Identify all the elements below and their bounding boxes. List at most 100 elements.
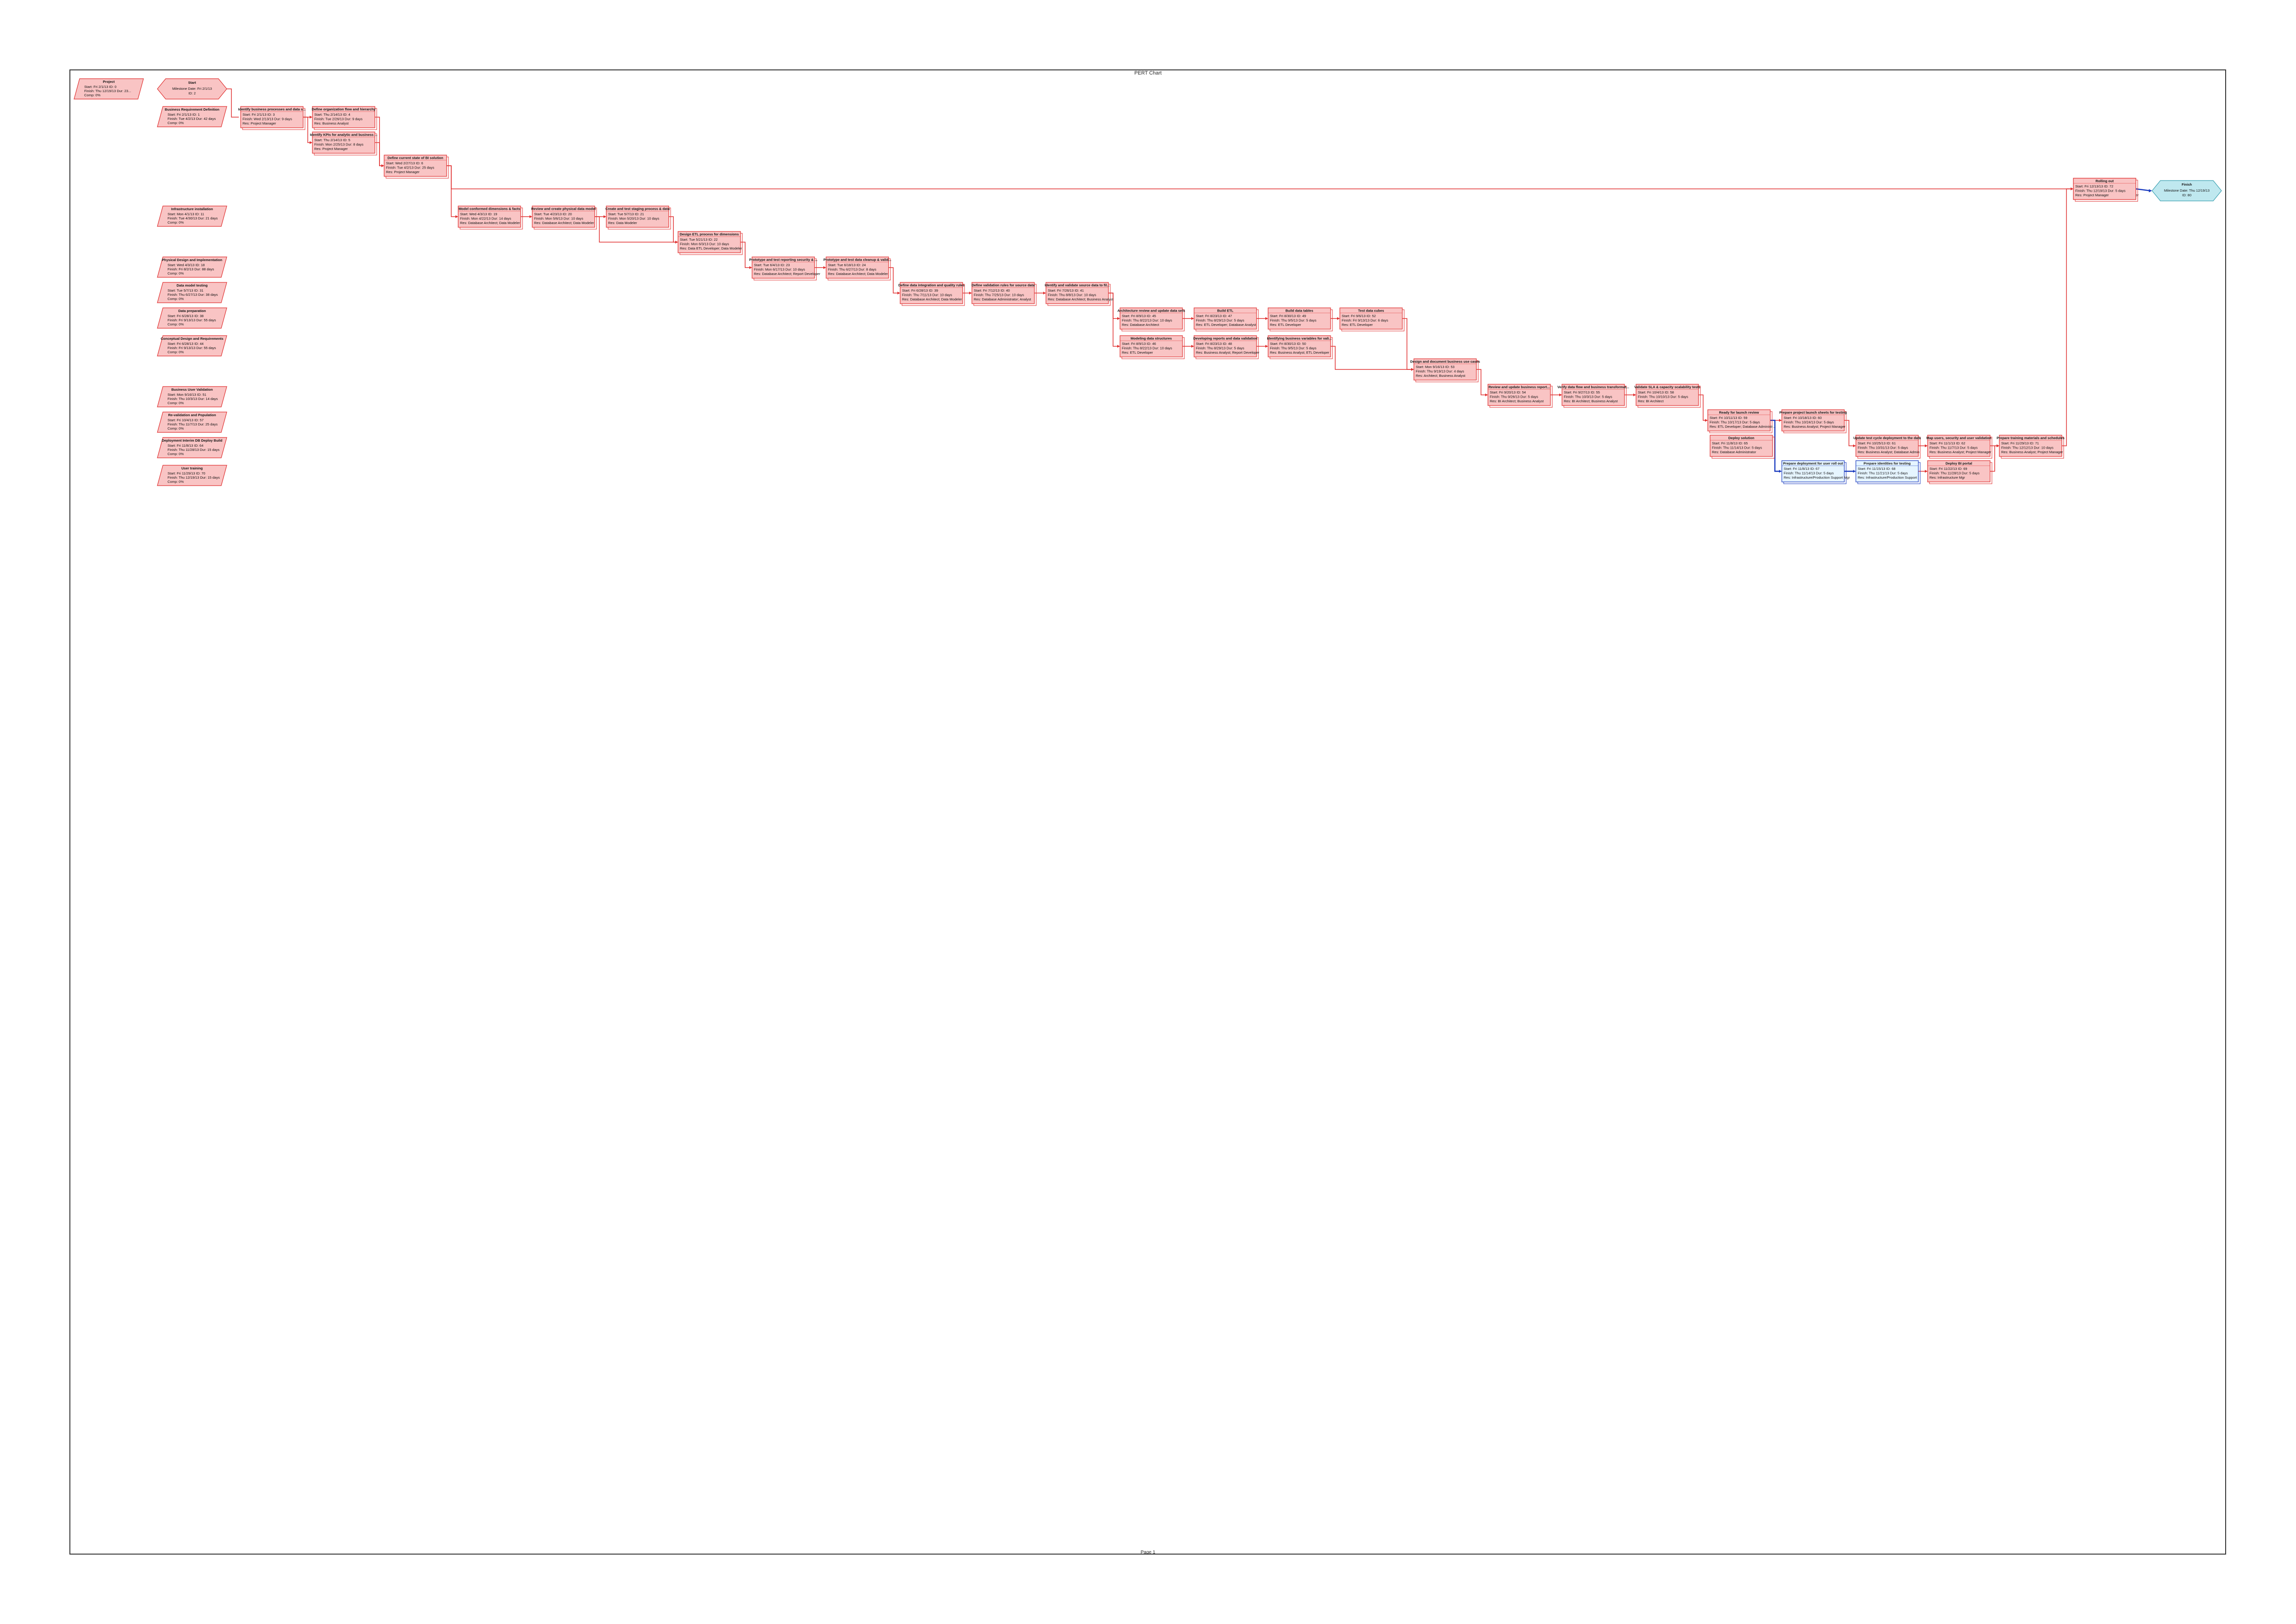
summary-task-detail: Comp: 0% xyxy=(168,480,184,484)
summary-task[interactable]: Conceptual Design and RequirementsStart:… xyxy=(157,335,227,356)
task-node[interactable]: Developing reports and data validationSt… xyxy=(1193,335,1260,359)
summary-task-title: Business Requirement Definition xyxy=(165,107,219,112)
task-node-box xyxy=(1855,460,1919,482)
task-detail: Finish: Thu 8/22/13 Dur: 10 days xyxy=(1122,319,1172,323)
task-node[interactable]: Prepare deployment for user roll outStar… xyxy=(1781,460,1850,484)
task-detail: Start: Fri 10/25/13 ID: 61 xyxy=(1858,441,1896,445)
task-node[interactable]: Verify data flow and business transforma… xyxy=(1557,384,1629,408)
link-arrowhead xyxy=(749,266,752,269)
task-detail: Res: BI Architect; Business Analyst xyxy=(1490,399,1544,403)
task-node[interactable]: Prototype and test reporting security & … xyxy=(749,256,821,281)
summary-task[interactable]: Deployment Interim DB Deploy BuildStart:… xyxy=(157,437,227,458)
task-detail: Finish: Thu 11/28/13 Dur: 5 days xyxy=(1929,471,1979,475)
task-node[interactable]: Review and update business report...Star… xyxy=(1487,384,1553,408)
task-node-box xyxy=(1120,335,1183,357)
task-detail: Finish: Thu 9/19/13 Dur: 4 days xyxy=(1416,369,1464,374)
task-detail: Start: Fri 9/6/13 ID: 52 xyxy=(1342,314,1376,318)
summary-task[interactable]: Physical Design and ImplementationStart:… xyxy=(157,256,227,278)
task-detail: Finish: Thu 10/10/13 Dur: 5 days xyxy=(1638,395,1688,399)
task-title: Identify business processes and data s..… xyxy=(238,107,306,112)
task-node[interactable]: Identifying business variables for vali.… xyxy=(1267,335,1333,359)
task-node[interactable]: Create and test staging process & dataSt… xyxy=(605,206,671,230)
task-node[interactable]: Review and create physical data modelSta… xyxy=(531,206,597,230)
summary-task-shape xyxy=(157,206,227,227)
dependency-link xyxy=(669,216,676,243)
task-node[interactable]: Design ETL process for dimensionsStart: … xyxy=(678,231,743,255)
dependency-links xyxy=(227,88,2152,473)
task-title: Define validation rules for source data xyxy=(971,283,1035,287)
task-node[interactable]: Map users, security and user validationS… xyxy=(1926,435,1992,459)
task-node-box xyxy=(384,155,447,177)
task-node[interactable]: Design and document business use casesSt… xyxy=(1410,358,1480,382)
task-title: Verify data flow and business transforma… xyxy=(1557,385,1629,389)
task-detail: Finish: Thu 6/27/13 Dur: 8 days xyxy=(828,268,877,272)
task-detail: Res: Architect; Business Analyst xyxy=(1416,374,1466,378)
task-node[interactable]: Update test cycle deployment to the data… xyxy=(1854,435,1922,459)
task-detail: Res: Database Architect; Data Modeler xyxy=(460,221,520,225)
dependency-link xyxy=(1990,445,1997,472)
task-title: Review and update business report... xyxy=(1488,385,1550,389)
summary-task-detail: Finish: Tue 4/30/13 Dur: 21 days xyxy=(168,216,218,220)
summary-task-shape xyxy=(157,437,227,458)
milestone-title: Start xyxy=(188,81,196,85)
summary-task-shape xyxy=(157,465,227,486)
link-arrowhead xyxy=(1337,317,1340,320)
task-node[interactable]: Prototype and test data cleanup & valid.… xyxy=(823,256,891,281)
task-title: Design ETL process for dimensions xyxy=(680,232,739,237)
task-node[interactable]: Identify business processes and data s..… xyxy=(238,106,306,130)
dependency-link xyxy=(1770,419,1780,472)
task-title: Prepare project launch sheets for testin… xyxy=(1780,411,1847,415)
task-node[interactable]: Define organization flow and hierarchySt… xyxy=(312,106,377,130)
dependency-link xyxy=(303,117,311,143)
dependency-link xyxy=(740,242,750,268)
task-node[interactable]: Prepare project launch sheets for testin… xyxy=(1780,409,1847,433)
task-node[interactable]: Identify KPIs for analytic and business … xyxy=(310,131,378,156)
task-node-box xyxy=(1194,307,1257,330)
task-node[interactable]: Define validation rules for source dataS… xyxy=(971,282,1037,306)
summary-task-shape xyxy=(74,78,144,100)
task-node-box xyxy=(2073,178,2136,200)
task-node[interactable]: Define data integration and quality rule… xyxy=(898,282,965,306)
task-node-box xyxy=(1855,435,1919,457)
task-title: Review and create physical data model xyxy=(531,207,596,211)
page-frame xyxy=(69,69,2226,1555)
summary-task-detail: Comp: 0% xyxy=(168,297,184,301)
task-node[interactable]: Validate SLA & capacity scalability test… xyxy=(1634,384,1701,408)
milestone-detail: ID: 80 xyxy=(2182,193,2191,197)
task-node[interactable]: Model conformed dimensions & factsStart:… xyxy=(458,206,523,230)
link-arrowhead xyxy=(1705,419,1708,422)
link-arrowhead xyxy=(310,116,312,119)
link-arrowhead xyxy=(1117,345,1120,348)
link-arrowhead xyxy=(1779,470,1782,473)
task-title: Deploy BI portal xyxy=(1946,462,1972,466)
task-node-box xyxy=(1045,282,1109,304)
task-detail: Start: Fri 6/28/13 ID: 39 xyxy=(902,288,938,293)
summary-task-title: Project xyxy=(103,80,115,84)
task-title: Create and test staging process & data xyxy=(605,207,670,211)
task-node[interactable]: Define current state of BI solutionStart… xyxy=(384,155,449,179)
summary-task-detail: Finish: Fri 8/2/13 Dur: 88 days xyxy=(168,267,214,271)
task-node[interactable]: Prepare training materials and schedules… xyxy=(1997,435,2065,459)
dependency-link xyxy=(227,88,239,118)
task-node[interactable]: Architecture review and update data sets… xyxy=(1117,307,1185,331)
task-node[interactable]: Identify and validate source data to fil… xyxy=(1045,282,1114,306)
